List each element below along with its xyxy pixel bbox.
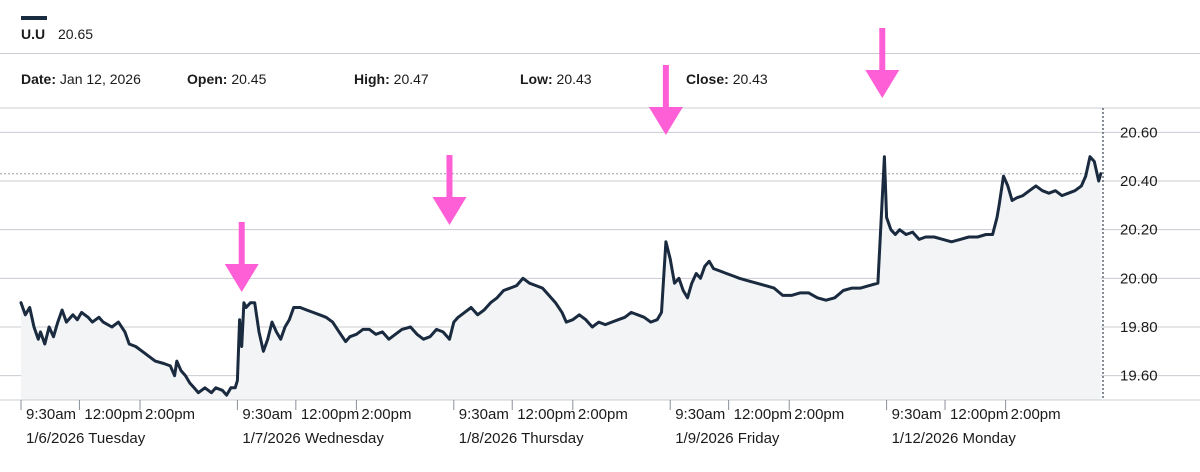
y-tick-label: 20.00 [1120,270,1158,287]
ohlc-date-label: Date: [21,71,57,87]
y-tick-label: 20.60 [1120,124,1158,141]
ohlc-close-label: Close: [686,71,729,87]
x-time-label: 12:00pm [734,406,792,423]
x-day-label: 1/8/2026 Thursday [459,430,584,447]
x-time-label: 12:00pm [950,406,1008,423]
x-time-label: 9:30am [242,406,292,423]
price-line [19,155,1103,397]
arrow-head [224,264,259,292]
arrow-head [865,70,900,98]
x-time-label: 12:00pm [84,406,142,423]
x-time-label: 2:00pm [794,406,844,423]
x-time-label: 9:30am [26,406,76,423]
arrow-head [432,197,467,225]
arrow-shaft [879,28,886,74]
y-tick-label: 20.20 [1120,222,1158,239]
x-time-label: 9:30am [459,406,509,423]
x-time-label: 12:00pm [301,406,359,423]
ticker-price: 20.65 [58,26,94,42]
ohlc-open-label: Open: [187,71,228,87]
x-day-label: 1/12/2026 Monday [892,430,1017,447]
ohlc-low: Low: 20.43 [520,71,592,87]
x-day-label: 1/9/2026 Friday [675,430,780,447]
ohlc-close: Close: 20.43 [686,71,768,87]
ohlc-date: Date: Jan 12, 2026 [21,71,141,87]
annotation-arrow [648,65,683,135]
arrow-shaft [662,65,669,111]
y-tick-label: 19.60 [1120,368,1158,385]
x-time-label: 9:30am [892,406,942,423]
header-divider [0,53,1200,54]
ohlc-open-value: 20.45 [231,71,267,87]
arrow-shaft [238,222,245,268]
y-tick-label: 19.80 [1120,319,1158,336]
ohlc-high-label: High: [354,71,390,87]
y-tick-label: 20.40 [1120,173,1158,190]
x-time-label: 2:00pm [578,406,628,423]
ticker-header: U.U 20.65 [21,26,93,42]
price-area [21,156,1101,400]
ohlc-open: Open: 20.45 [187,71,266,87]
x-time-label: 12:00pm [517,406,575,423]
annotation-arrow [865,28,900,98]
x-day-label: 1/7/2026 Wednesday [242,430,384,447]
ohlc-close-value: 20.43 [732,71,768,87]
ticker-symbol: U.U [21,26,46,42]
ohlc-high: High: 20.47 [354,71,429,87]
x-time-label: 2:00pm [145,406,195,423]
x-time-label: 9:30am [675,406,725,423]
x-time-label: 2:00pm [1011,406,1061,423]
ohlc-date-value: Jan 12, 2026 [59,71,141,87]
ohlc-low-value: 20.43 [556,71,592,87]
x-day-label: 1/6/2026 Tuesday [26,430,146,447]
x-time-label: 2:00pm [361,406,411,423]
ticker-underline [21,16,47,20]
ohlc-low-label: Low: [520,71,553,87]
arrow-head [648,107,683,135]
annotation-arrow [224,222,259,292]
annotation-arrow [432,155,467,225]
ohlc-high-value: 20.47 [393,71,429,87]
arrow-shaft [446,155,453,201]
